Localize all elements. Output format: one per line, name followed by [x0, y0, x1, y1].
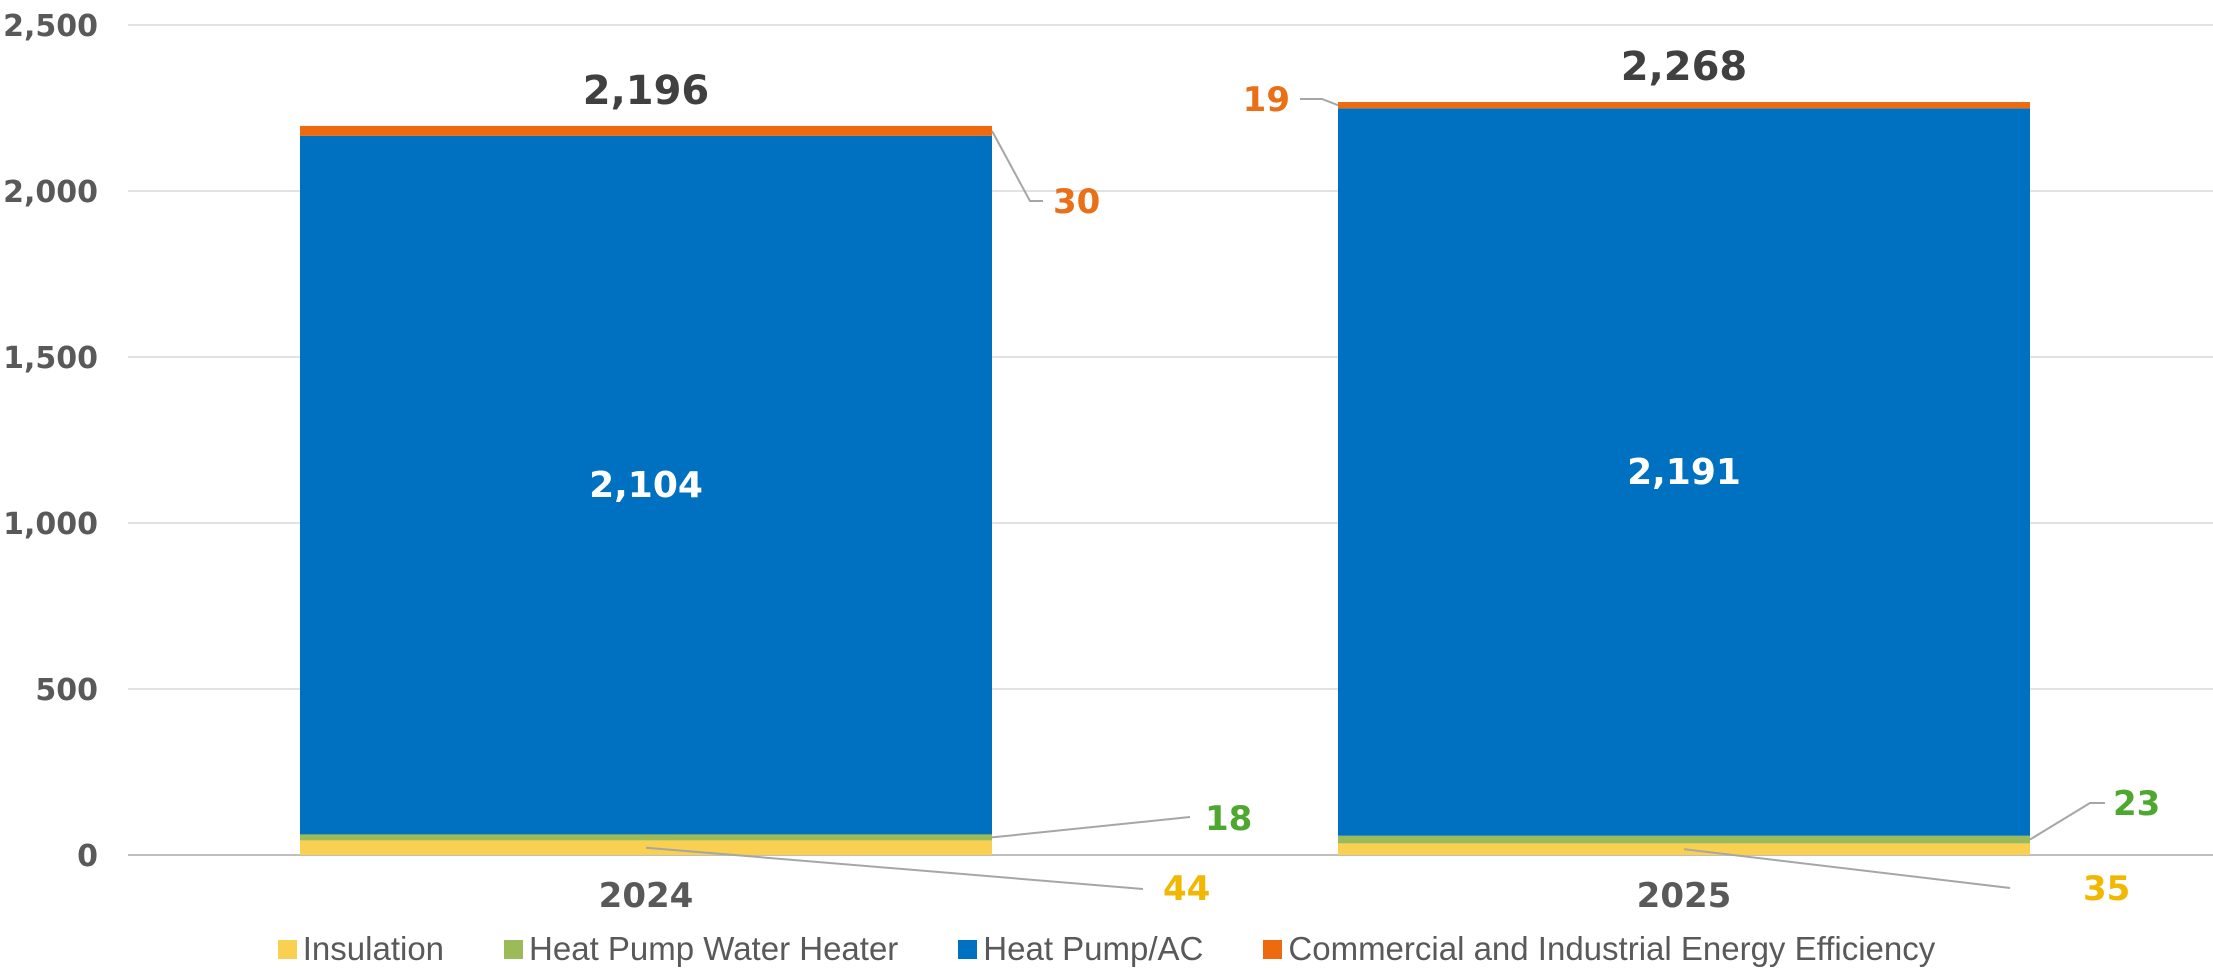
stacked-bar-chart: 0 500 1,000 1,500 2,000 2,500 2024 2,196 2,104 20… [3, 9, 2213, 916]
legend-swatch-heat-pump-ac [958, 939, 978, 959]
data-label-heat-pump-water-heater: 23 [2113, 784, 2160, 824]
y-tick-label: 2,500 [3, 9, 98, 44]
total-label: 2,268 [1621, 44, 1748, 90]
bar-segment-heat-pump-water-heater-2025 [1338, 835, 2030, 844]
legend: Insulation Heat Pump Water Heater Heat P… [0, 930, 2213, 968]
legend-label-heat-pump-water-heater: Heat Pump Water Heater [529, 930, 899, 967]
y-tick-label: 0 [77, 839, 98, 874]
data-label-commercial-industrial: 19 [1243, 80, 1290, 120]
legend-swatch-insulation [277, 939, 297, 959]
legend-item-commercial-industrial: Commercial and Industrial Energy Efficie… [1263, 930, 1935, 968]
y-tick-label: 1,500 [3, 341, 98, 376]
legend-swatch-commercial-industrial [1263, 939, 1283, 959]
x-tick-label: 2024 [599, 876, 694, 916]
data-label-heat-pump-water-heater: 18 [1205, 799, 1252, 839]
data-label-insulation-leader-line [645, 846, 1144, 890]
total-label: 2,196 [583, 68, 710, 114]
bar-segment-heat-pump-ac-2025 [1338, 108, 2030, 836]
legend-label-heat-pump-ac: Heat Pump/AC [983, 930, 1204, 967]
legend-label-insulation: Insulation [302, 930, 445, 967]
x-tick-label: 2025 [1637, 876, 1732, 916]
y-tick-label: 1,000 [3, 507, 98, 542]
data-label-heat-pump-ac: 2,104 [589, 465, 703, 506]
data-label-commercial-industrial-leader-line [1300, 98, 1339, 107]
data-label-insulation: 35 [2083, 869, 2130, 909]
data-label-heat-pump-ac: 2,191 [1627, 452, 1741, 493]
legend-swatch-heat-pump-water-heater [504, 939, 524, 959]
data-label-commercial-industrial: 30 [1053, 182, 1100, 222]
bar-segment-commercial-industrial-2025 [1338, 102, 2030, 109]
bar-segment-heat-pump-ac-2024 [300, 135, 992, 835]
legend-label-commercial-industrial: Commercial and Industrial Energy Efficie… [1288, 930, 1936, 967]
bar-segment-heat-pump-water-heater-2024 [300, 834, 992, 841]
bar-segment-commercial-industrial-2024 [300, 125, 992, 136]
data-label-commercial-industrial-leader-line [991, 130, 1043, 202]
data-label-heat-pump-water-heater-leader-line [2029, 802, 2105, 841]
y-tick-label: 500 [35, 673, 98, 708]
legend-item-heat-pump-water-heater: Heat Pump Water Heater [504, 930, 898, 968]
y-tick-label: 2,000 [3, 175, 98, 210]
legend-item-heat-pump-ac: Heat Pump/AC [958, 930, 1203, 968]
data-label-insulation-leader-line [1683, 848, 2011, 889]
legend-item-insulation: Insulation [277, 930, 445, 968]
data-label-heat-pump-water-heater-leader-line [991, 816, 1191, 839]
data-label-insulation: 44 [1163, 869, 1210, 909]
